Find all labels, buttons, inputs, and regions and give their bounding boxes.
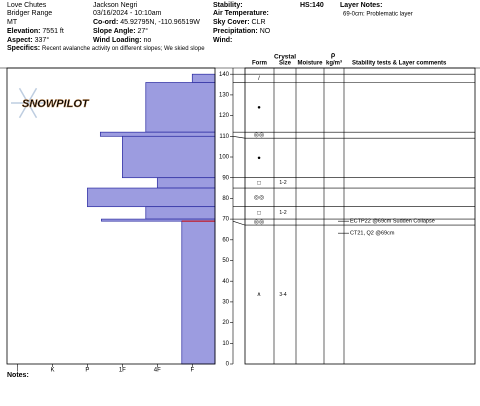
layer-bar	[181, 220, 216, 365]
stability-test: ECTP22 @69cm Sudden Collapse	[350, 219, 435, 225]
coord: Co-ord: 45.92795N, -110.96519W	[93, 19, 200, 26]
specifics: Specifics: Recent avalanche activity on …	[7, 45, 205, 52]
crystal-header: Crystal	[274, 54, 296, 61]
y-tick-label: 130	[219, 92, 230, 98]
column-header: kg/m³	[326, 60, 342, 67]
wind: Wind:	[213, 37, 232, 44]
label: Elevation:	[7, 28, 40, 35]
table-frame	[244, 67, 476, 365]
y-tick-label: 70	[222, 217, 229, 223]
label: Aspect:	[7, 37, 33, 44]
layer-connector	[232, 136, 246, 139]
layer-bar	[145, 206, 216, 220]
grain-size: 3-4	[279, 292, 286, 298]
layer-note: 69-0cm: Problematic layer	[343, 12, 413, 18]
y-tick-label: 0	[226, 362, 230, 368]
y-tick-label: 40	[222, 279, 229, 285]
y-tick-label: 10	[222, 341, 229, 347]
layer-bar	[145, 82, 216, 133]
value: 7551 ft	[42, 28, 63, 35]
aspect: Aspect: 337°	[7, 36, 49, 44]
column-header: Form	[252, 61, 267, 67]
layer-bar	[156, 177, 216, 189]
grain-form: ●	[257, 156, 261, 162]
datetime: 03/16/2024 - 10:10am	[93, 10, 162, 17]
hs: HS:140	[300, 2, 324, 9]
grain-size: 1-2	[279, 210, 286, 216]
value: 337°	[35, 36, 50, 44]
x-tick-label: F	[190, 368, 194, 374]
grain-form: ●	[257, 105, 261, 111]
y-tick-label: 80	[222, 196, 229, 202]
observer: Jackson Negri	[93, 2, 138, 9]
layer-bar	[191, 73, 216, 83]
plot: SNOWPILOT I K P 1F 4F F 0 10 20 30 40 50 60 70 80 90 100 1…	[6, 52, 476, 374]
plot-frame	[6, 67, 216, 365]
rho-header: ρ	[331, 52, 336, 59]
value: no	[144, 37, 152, 44]
grain-form: ◎◎	[254, 195, 264, 201]
y-tick-label: 140	[219, 72, 230, 78]
x-tick-label: 4F	[154, 368, 161, 374]
value: 45.92795N, -110.96519W	[120, 19, 200, 26]
value: 27°	[137, 27, 148, 35]
slope-angle: Slope Angle: 27°	[93, 27, 148, 35]
y-tick-label: 120	[219, 113, 230, 119]
stability: Stability:	[213, 2, 243, 9]
label: Slope Angle:	[93, 28, 136, 35]
elevation: Elevation: 7551 ft	[7, 28, 64, 35]
grain-form: □	[257, 180, 261, 186]
snowflake-arm	[18, 87, 38, 119]
precip: Precipitation: NO	[213, 28, 271, 35]
layer-bar	[87, 187, 216, 208]
column-header: Stability tests & Layer comments	[352, 61, 447, 67]
value: Recent avalanche activity on different s…	[42, 46, 205, 52]
logo	[11, 87, 45, 119]
y-tick-label: 100	[219, 155, 230, 161]
layer-bar	[122, 135, 216, 179]
grain-form: □	[257, 210, 261, 216]
label: Specifics:	[7, 45, 40, 52]
location: Love Chutes	[7, 2, 47, 9]
grain-form: ◎◎	[254, 220, 264, 226]
y-tick-label: 30	[222, 299, 229, 305]
label: Co-ord:	[93, 19, 118, 26]
x-tick-label: 1F	[119, 368, 126, 374]
column-header: Moisture	[297, 61, 323, 67]
stability-test: CT21, Q2 @69cm	[350, 231, 395, 237]
x-tick-label: I	[17, 368, 19, 374]
y-tick-label: 60	[222, 237, 229, 243]
label: Precipitation:	[213, 28, 258, 35]
label: Sky Cover:	[213, 19, 250, 26]
wind-loading: Wind Loading: no	[93, 37, 151, 44]
label: Wind Loading:	[93, 37, 142, 44]
x-tick-label: K	[50, 368, 54, 374]
y-tick-label: 90	[222, 175, 229, 181]
value: NO	[260, 28, 271, 35]
y-tick-label: 110	[219, 134, 229, 140]
x-tick-label: P	[85, 368, 89, 374]
state: MT	[7, 19, 18, 26]
layer-notes-title: Layer Notes:	[340, 2, 382, 9]
header: Love Chutes Bridger Range MT Elevation: …	[7, 2, 413, 52]
grain-size: 1-2	[279, 180, 286, 186]
y-tick-label: 50	[222, 258, 229, 264]
air-temp: Air Temperature:	[213, 10, 269, 17]
logo-text: SNOWPILOT	[22, 98, 90, 110]
value: CLR	[252, 19, 266, 26]
notes: Notes:	[7, 372, 29, 379]
y-tick-label: 20	[222, 320, 229, 326]
grain-form: /	[258, 76, 260, 82]
range: Bridger Range	[7, 10, 52, 17]
layer-connector	[232, 220, 246, 226]
sky: Sky Cover: CLR	[213, 19, 266, 26]
column-header: Size	[279, 61, 292, 67]
grain-form: ◎◎	[254, 133, 264, 139]
layer-bar	[99, 131, 216, 137]
grain-form: ∧	[257, 292, 261, 298]
